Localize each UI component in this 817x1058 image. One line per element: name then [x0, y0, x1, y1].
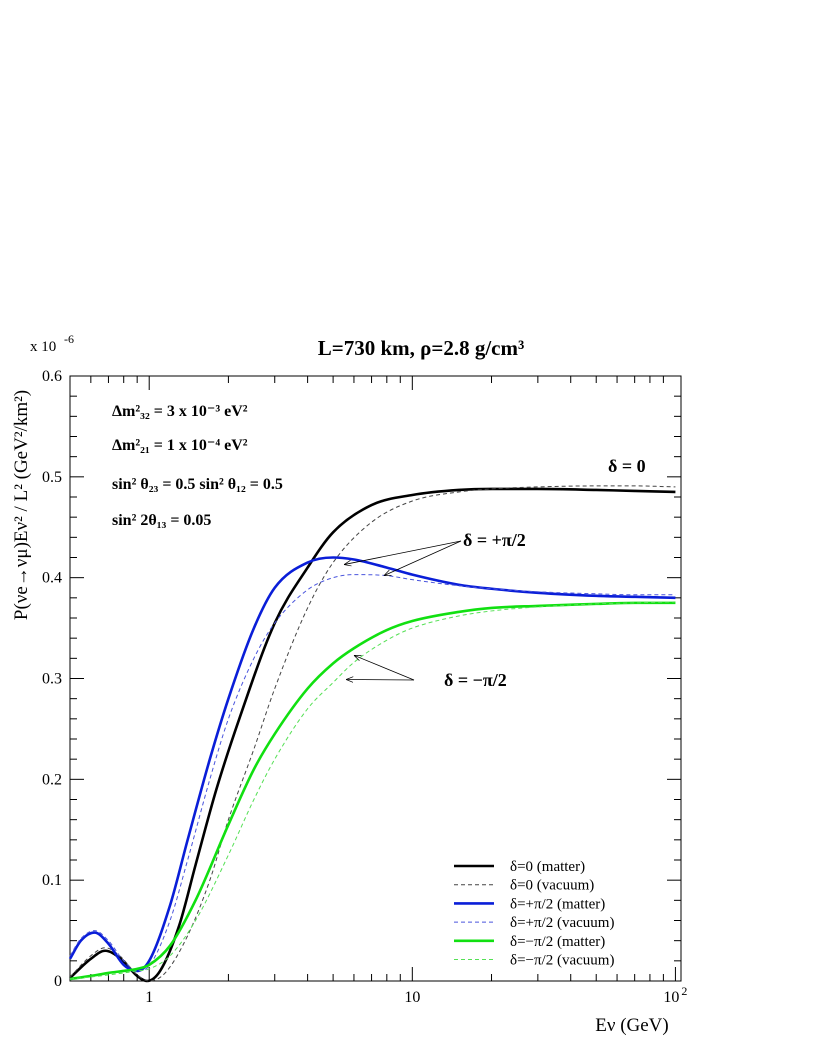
- annotation-label: δ = −π/2: [444, 670, 507, 690]
- legend-label: δ=0 (vacuum): [510, 878, 594, 894]
- annotation-arrow: [344, 540, 462, 565]
- x-tick-label: 10: [404, 989, 420, 1006]
- annotation-label: δ = +π/2: [463, 530, 526, 550]
- legend-label: δ=+π/2 (vacuum): [510, 915, 614, 931]
- y-tick-label: 0.4: [42, 570, 62, 587]
- annotation-label: δ = 0: [608, 456, 646, 476]
- series-line-3: [68, 556, 676, 973]
- y-tick-label: 0.1: [42, 872, 62, 889]
- y-axis-label: P(νe→νμ)Eν² / L² (GeV²/km²): [11, 390, 32, 620]
- annotation-arrow: [354, 654, 415, 681]
- parameter-line: sin² θ₂₃ = 0.5 sin² θ₁₂ = 0.5: [112, 476, 283, 493]
- y-multiplier-exponent: -6: [64, 332, 74, 346]
- series-line-4: [69, 574, 676, 972]
- y-tick-label: 0.2: [42, 771, 62, 788]
- series-line-6: [69, 601, 676, 980]
- legend-label: δ=−π/2 (matter): [510, 934, 605, 950]
- series-layer: [68, 485, 676, 983]
- y-multiplier: x 10 -6: [30, 332, 74, 355]
- y-tick-label: 0.6: [42, 368, 62, 385]
- x-tick-label: 1: [145, 989, 153, 1006]
- parameter-line: Δm²₃₂ = 3 x 10⁻³ eV²: [112, 403, 248, 420]
- x-axis-label: Eν (GeV): [595, 1015, 668, 1036]
- legend-label: δ=−π/2 (vacuum): [510, 953, 614, 969]
- x-tick-label: 10 2: [663, 984, 687, 1006]
- annotation-arrow: [384, 540, 462, 576]
- annotations: δ = 0 δ = +π/2 δ = −π/2: [344, 456, 646, 690]
- parameter-line: sin² 2θ₁₃ = 0.05: [112, 512, 211, 529]
- chart-title: L=730 km, ρ=2.8 g/cm³: [318, 336, 525, 360]
- parameter-line: Δm²₂₁ = 1 x 10⁻⁴ eV²: [112, 437, 248, 454]
- series-line-5: [69, 601, 676, 981]
- legend-label: δ=0 (matter): [510, 859, 585, 875]
- y-tick-label: 0: [54, 973, 62, 990]
- parameter-box: Δm²₃₂ = 3 x 10⁻³ eV² Δm²₂₁ = 1 x 10⁻⁴ eV²…: [112, 403, 283, 529]
- y-tick-label: 0.3: [42, 671, 62, 688]
- series-line-2: [69, 485, 676, 982]
- legend: δ=0 (matter) δ=0 (vacuum) δ=+π/2 (matter) δ…: [454, 859, 614, 969]
- legend-label: δ=+π/2 (matter): [510, 896, 605, 912]
- y-tick-label: 0.5: [42, 469, 62, 486]
- axis-ticks: 0 0.1 0.2 0.3 0.4 0.5 0.6 1 10 10 2: [42, 368, 687, 1006]
